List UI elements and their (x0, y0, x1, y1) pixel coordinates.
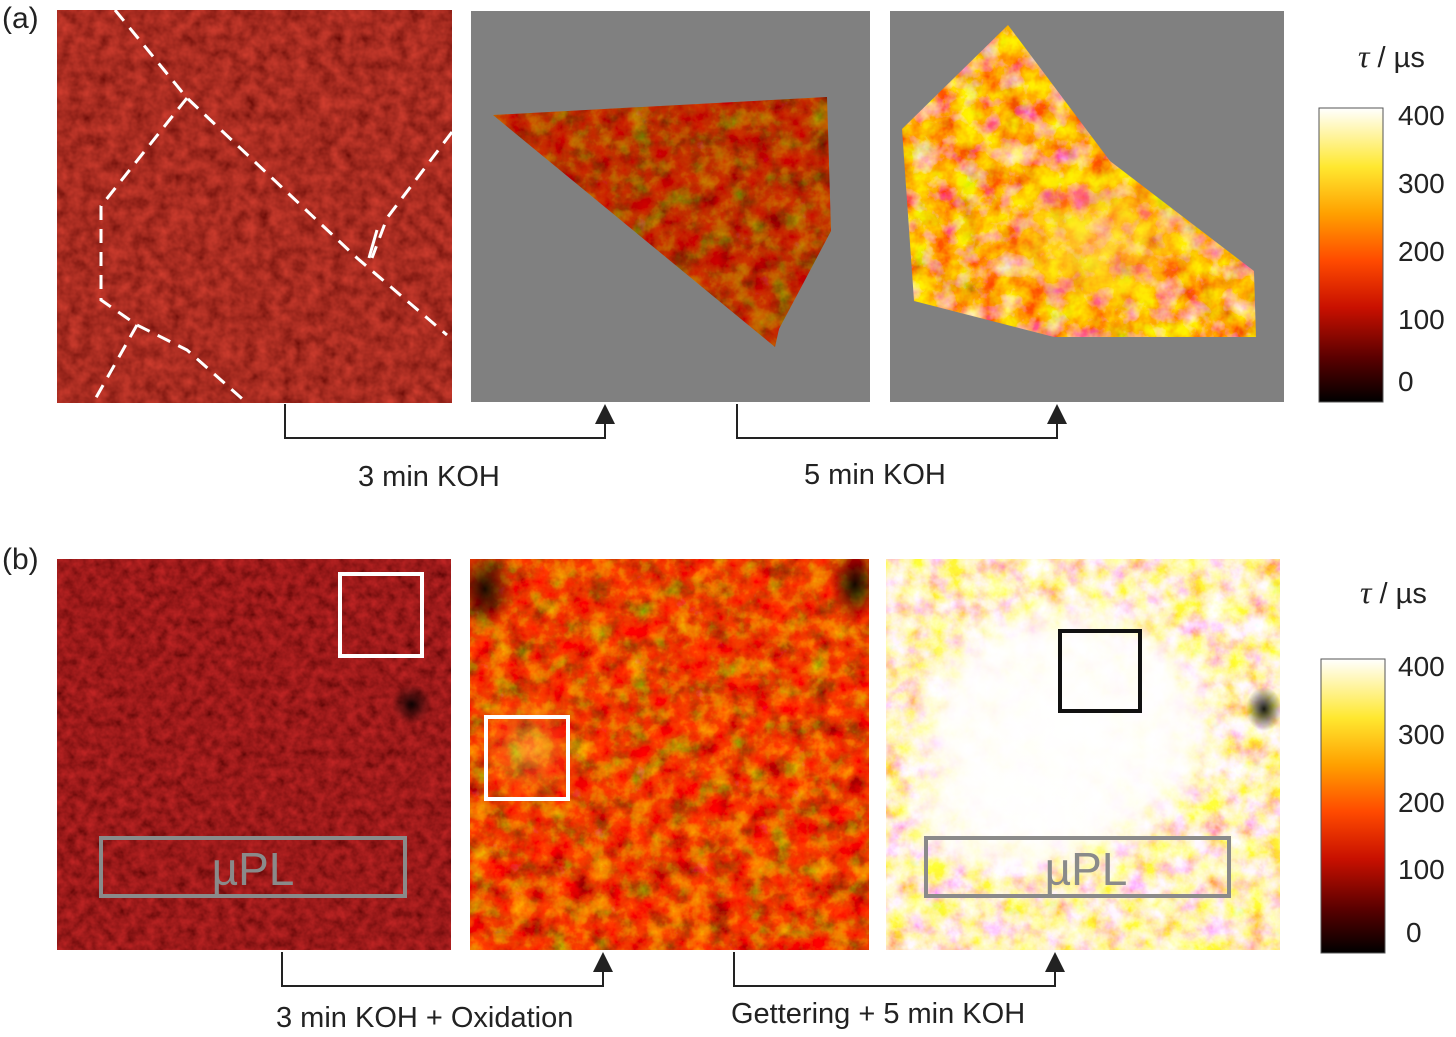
colorbar-b-tick: 200 (1398, 787, 1445, 818)
svg-text:µPL: µPL (212, 843, 295, 895)
svg-text:µPL: µPL (1045, 843, 1128, 895)
lifetime-map-a-5min (890, 11, 1284, 402)
lifetime-map-a-initial (57, 10, 452, 403)
lifetime-map-a-3min (471, 11, 870, 402)
colorbar-a-title: τ / µs (1358, 38, 1425, 74)
upl-box (924, 836, 1231, 898)
process-label-koh-oxidation: 3 min KOH + Oxidation (276, 1002, 574, 1034)
panel-a-label: (a) (2, 2, 39, 35)
roi-box (1058, 629, 1142, 713)
colorbar-a-tick: 100 (1398, 304, 1445, 335)
process-label-gettering-koh: Gettering + 5 min KOH (731, 998, 1026, 1030)
lifetime-map-b-gettering: µPL (886, 559, 1280, 950)
process-label-3min-koh: 3 min KOH (358, 461, 500, 493)
colorbar-a-tick: 0 (1398, 366, 1414, 397)
colorbar-b-tick: 0 (1406, 917, 1422, 948)
process-label-5min-koh: 5 min KOH (804, 459, 946, 491)
colorbar-b-tick: 300 (1398, 719, 1445, 750)
colorbar-a-tick: 200 (1398, 236, 1445, 267)
process-arrows-b (281, 952, 1065, 987)
colorbar-a-tick: 300 (1398, 168, 1445, 199)
roi-box (484, 715, 570, 801)
panel-b-label: (b) (2, 543, 39, 576)
colorbar-a (1318, 107, 1384, 403)
colorbar-b (1320, 658, 1386, 954)
lifetime-map-b-oxidation (470, 559, 869, 950)
upl-box (99, 836, 407, 898)
colorbar-b-title: τ / µs (1360, 574, 1427, 610)
colorbar-b-tick: 100 (1398, 854, 1445, 885)
colorbar-b-tick: 400 (1398, 651, 1445, 682)
process-arrows-a (284, 404, 1067, 439)
roi-box (338, 572, 424, 658)
lifetime-map-b-initial: µPL (57, 559, 451, 950)
grain-boundaries (91, 10, 452, 403)
colorbar-a-tick: 400 (1398, 100, 1445, 131)
